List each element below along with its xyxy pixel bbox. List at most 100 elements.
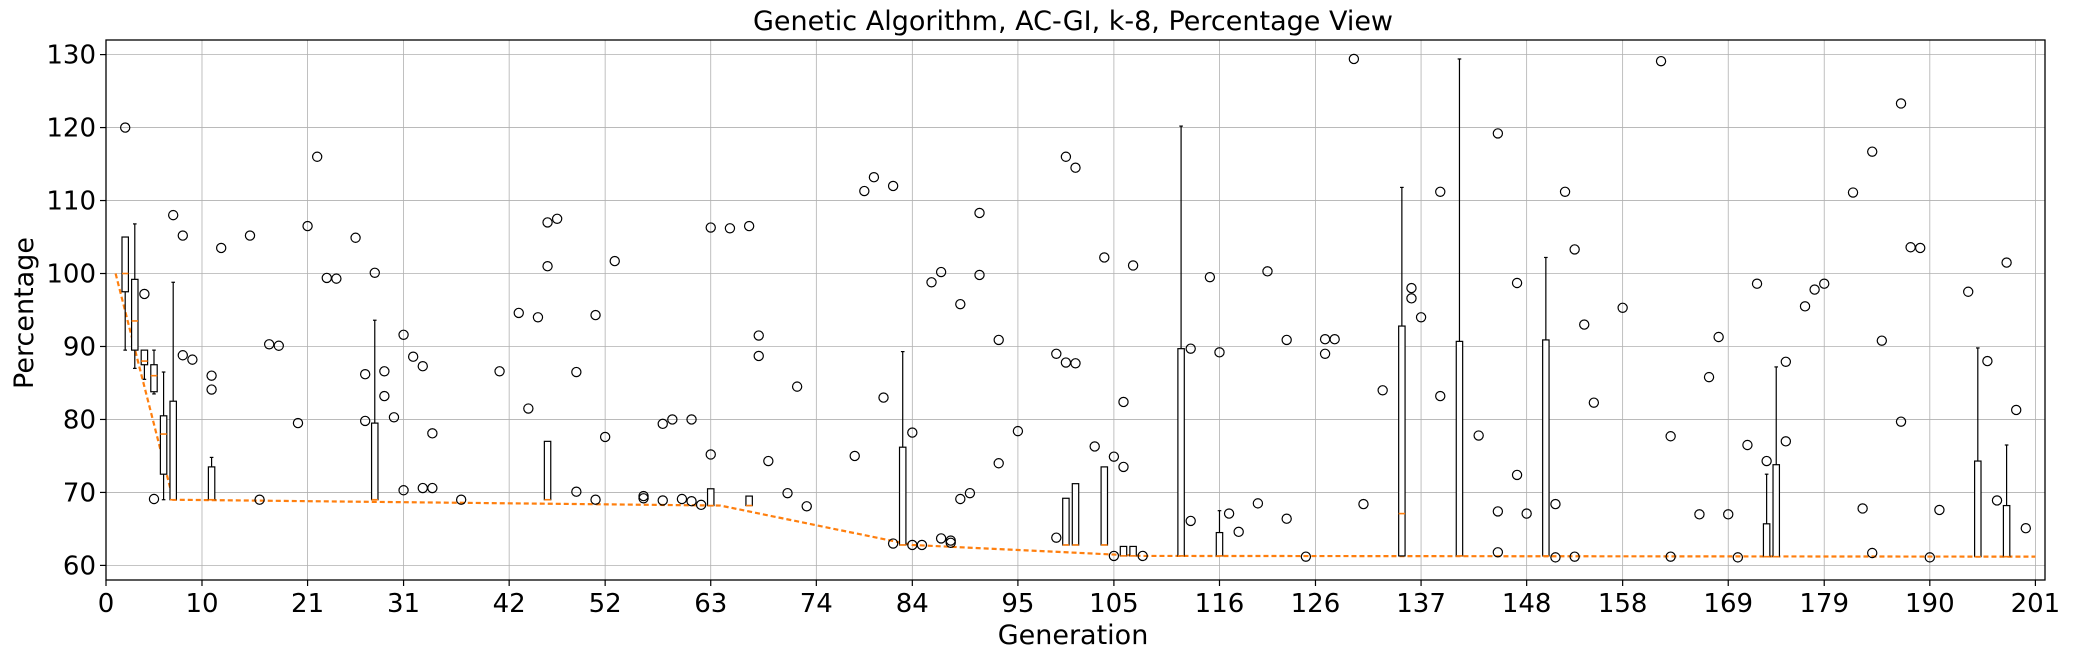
outlier-point	[292, 417, 304, 429]
outlier-point	[513, 307, 524, 319]
outlier-point	[945, 535, 956, 546]
outlier-point	[590, 309, 601, 321]
outlier-point	[1435, 390, 1446, 402]
outlier-point	[1991, 495, 2003, 506]
outlier-point	[743, 220, 755, 232]
box-generation-67	[745, 495, 753, 507]
y-tick-label: 70	[63, 478, 96, 508]
outlier-point	[1579, 319, 1590, 330]
outlier-point	[302, 220, 313, 232]
outlier-point	[427, 428, 438, 439]
outlier-point	[1214, 347, 1225, 358]
outlier-point	[1051, 532, 1062, 543]
outlier-point	[1723, 509, 1734, 520]
grid	[105, 40, 2045, 580]
outlier-point	[1982, 355, 1993, 367]
outlier-point	[955, 493, 966, 505]
box-generation-28	[370, 319, 379, 501]
outlier-point	[657, 495, 668, 506]
outlier-point	[1406, 293, 1417, 304]
outlier-point	[1099, 252, 1110, 263]
box-body	[370, 422, 379, 501]
box-body	[1762, 523, 1771, 558]
outlier-point	[926, 277, 937, 288]
box-body	[150, 364, 158, 393]
box-body	[1119, 545, 1128, 557]
outlier-point	[1492, 506, 1504, 517]
box-generation-141	[1455, 58, 1464, 557]
box-generation-83	[898, 350, 907, 546]
y-tick-label: 110	[46, 187, 96, 217]
outlier-point	[887, 180, 899, 192]
outlier-point	[1492, 128, 1504, 139]
box-body	[121, 236, 129, 293]
outlier-point	[887, 538, 899, 549]
box-generation-116	[1215, 510, 1224, 557]
outlier-point	[907, 427, 918, 438]
outlier-point	[523, 403, 534, 414]
x-tick-label: 158	[1598, 589, 1648, 619]
box-generation-2	[121, 236, 129, 351]
outlier-point	[676, 493, 688, 505]
outlier-point	[599, 431, 611, 443]
box-generation-104	[1100, 466, 1109, 546]
outlier-point	[1118, 461, 1129, 473]
outlier-point	[1655, 55, 1667, 67]
outlier-point	[263, 339, 275, 350]
box-generation-135	[1398, 186, 1406, 557]
outlier-point	[398, 329, 409, 341]
outlier-point	[1963, 286, 1974, 297]
outlier-point	[609, 255, 620, 267]
outlier-point	[1281, 513, 1292, 524]
outlier-point	[1569, 551, 1580, 562]
outlier-point	[705, 449, 716, 460]
x-tick-label: 63	[694, 589, 727, 619]
outlier-point	[254, 494, 265, 505]
outlier-point	[1895, 416, 1907, 427]
box-body	[140, 349, 149, 366]
x-tick-label: 148	[1502, 589, 1552, 619]
outlier-point	[1799, 301, 1811, 312]
box-generation-107	[1129, 545, 1137, 557]
outlier-point	[1867, 146, 1878, 157]
outlier-point	[139, 288, 150, 300]
x-tick-label: 137	[1396, 589, 1446, 619]
box-generation-100	[1062, 497, 1070, 546]
outlier-point	[1703, 371, 1715, 383]
outlier-point	[964, 487, 976, 499]
outlier-point	[1329, 333, 1340, 345]
outlier-point	[705, 222, 716, 233]
outlier-point	[590, 494, 601, 505]
outlier-point	[2020, 522, 2032, 534]
outlier-point	[935, 533, 947, 544]
outlier-point	[1780, 436, 1792, 447]
outlier-point	[551, 213, 563, 224]
outlier-point	[1060, 151, 1072, 162]
outlier-point	[542, 217, 553, 228]
plot-frame	[105, 39, 2046, 581]
outlier-point	[1694, 509, 1705, 520]
box-generation-6	[159, 371, 168, 501]
outlier-point	[388, 412, 400, 423]
outlier-point	[1252, 498, 1264, 509]
outlier-point	[1809, 284, 1820, 295]
box-generation-173	[1762, 473, 1771, 558]
outlier-point	[2001, 257, 2012, 268]
box-generation-198	[2002, 444, 2011, 558]
y-tick-label: 100	[46, 260, 96, 290]
outlier-point	[119, 122, 131, 133]
outlier-point	[1137, 550, 1148, 562]
outlier-point	[1915, 242, 1926, 254]
outlier-point	[542, 261, 553, 272]
outlier-point	[1857, 503, 1868, 514]
box-body	[1071, 483, 1080, 546]
outlier-point	[177, 230, 188, 241]
outlier-point	[1742, 439, 1753, 451]
outlier-point	[1377, 385, 1388, 396]
outlier-point	[1185, 515, 1196, 527]
outlier-point	[1588, 397, 1600, 408]
outlier-point	[974, 207, 985, 219]
outlier-point	[1761, 455, 1772, 467]
outlier-point	[1751, 278, 1763, 289]
